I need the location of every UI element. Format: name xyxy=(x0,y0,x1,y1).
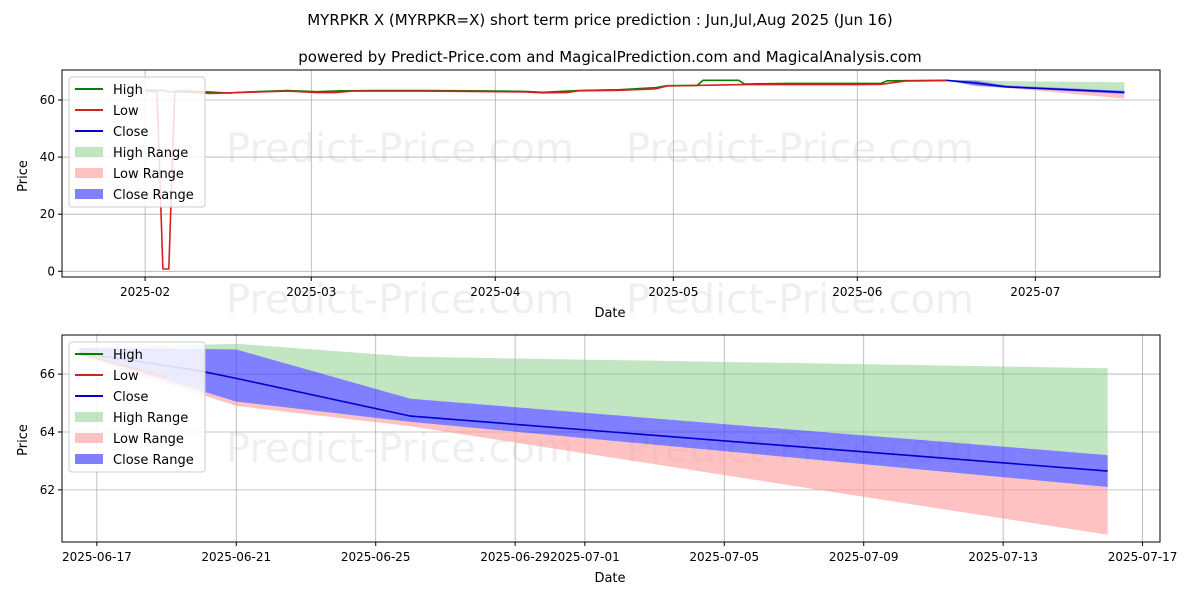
chart-subtitle: powered by Predict-Price.com and Magical… xyxy=(298,48,922,66)
low-range-band xyxy=(946,80,1125,99)
legend-label: High xyxy=(113,348,143,363)
x-tick-label: 2025-04 xyxy=(470,285,520,299)
x-tick-label: 2025-07-13 xyxy=(968,550,1038,564)
y-tick-label: 64 xyxy=(40,425,55,439)
top-watermarks: Predict-Price.com Predict-Price.com Pred… xyxy=(226,126,974,323)
legend-label: Close Range xyxy=(113,188,194,203)
top-plot-frame xyxy=(61,69,1161,278)
top-legend: High Low Close High Range Low Range Close Ran… xyxy=(68,76,206,208)
legend-swatch xyxy=(75,454,103,464)
top-panel: Predict-Price.com Predict-Price.com Pred… xyxy=(16,69,1161,323)
bottom-panel: Predict-Price.com Predict-Price.com 2025… xyxy=(16,334,1177,586)
bottom-ranges xyxy=(79,343,1108,535)
high-range-band xyxy=(79,343,1108,456)
high-range-band xyxy=(946,80,1125,91)
legend-swatch xyxy=(75,147,103,157)
legend-label: Low xyxy=(113,369,139,384)
low-range-band xyxy=(79,353,1108,535)
x-tick-label: 2025-06-29 xyxy=(480,550,550,564)
bottom-legend: High Low Close High Range Low Range Close Ran… xyxy=(68,341,206,473)
legend-label: Close Range xyxy=(113,453,194,468)
legend-swatch xyxy=(75,189,103,199)
legend-label: Low Range xyxy=(113,167,184,182)
legend-label: High Range xyxy=(113,146,188,161)
bottom-y-axis-label: Price xyxy=(16,424,31,456)
bottom-x-axis-label: Date xyxy=(594,571,625,586)
x-tick-label: 2025-06-21 xyxy=(201,550,271,564)
legend-label: Low xyxy=(113,104,139,119)
legend-swatch xyxy=(75,168,103,178)
x-tick-label: 2025-02 xyxy=(120,285,170,299)
y-tick-label: 0 xyxy=(47,264,55,278)
x-tick-label: 2025-07 xyxy=(1010,285,1060,299)
top-grid xyxy=(62,70,1160,277)
legend-label: Close xyxy=(113,390,148,405)
top-x-axis-label: Date xyxy=(594,306,625,321)
y-tick-label: 62 xyxy=(40,483,55,497)
legend-swatch xyxy=(75,433,103,443)
top-y-ticks: 0 20 40 60 xyxy=(40,93,62,278)
watermark: Predict-Price.com xyxy=(226,126,574,172)
y-tick-label: 20 xyxy=(40,207,55,221)
y-tick-label: 66 xyxy=(40,367,55,381)
legend-label: Low Range xyxy=(113,432,184,447)
legend-label: Close xyxy=(113,125,148,140)
low-line xyxy=(145,79,947,270)
top-lines xyxy=(145,79,1125,270)
bottom-x-ticks: 2025-06-17 2025-06-21 2025-06-25 2025-06-29… xyxy=(62,542,1177,564)
y-tick-label: 40 xyxy=(40,150,55,164)
x-tick-label: 2025-06-17 xyxy=(62,550,132,564)
x-tick-label: 2025-05 xyxy=(648,285,698,299)
x-tick-label: 2025-07-17 xyxy=(1108,550,1178,564)
close-line xyxy=(946,79,1125,94)
watermark: Predict-Price.com xyxy=(626,277,974,323)
bottom-y-ticks: 62 64 66 xyxy=(40,367,62,497)
top-x-ticks: 2025-02 2025-03 2025-04 2025-05 2025-06 2025-… xyxy=(120,277,1060,299)
x-tick-label: 2025-03 xyxy=(286,285,336,299)
y-tick-label: 60 xyxy=(40,93,55,107)
chart-title: MYRPKR X (MYRPKR=X) short term price pre… xyxy=(307,11,893,29)
watermark: Predict-Price.com xyxy=(226,277,574,323)
watermark: Predict-Price.com xyxy=(626,126,974,172)
legend-label: High xyxy=(113,83,143,98)
close-range-band xyxy=(79,348,1108,487)
bottom-plot-frame xyxy=(61,334,1161,543)
top-y-axis-label: Price xyxy=(16,160,31,192)
x-tick-label: 2025-07-09 xyxy=(829,550,899,564)
legend-label: High Range xyxy=(113,411,188,426)
x-tick-label: 2025-07-05 xyxy=(689,550,759,564)
x-tick-label: 2025-06 xyxy=(832,285,882,299)
x-tick-label: 2025-06-25 xyxy=(341,550,411,564)
x-tick-label: 2025-07-01 xyxy=(550,550,620,564)
legend-swatch xyxy=(75,412,103,422)
